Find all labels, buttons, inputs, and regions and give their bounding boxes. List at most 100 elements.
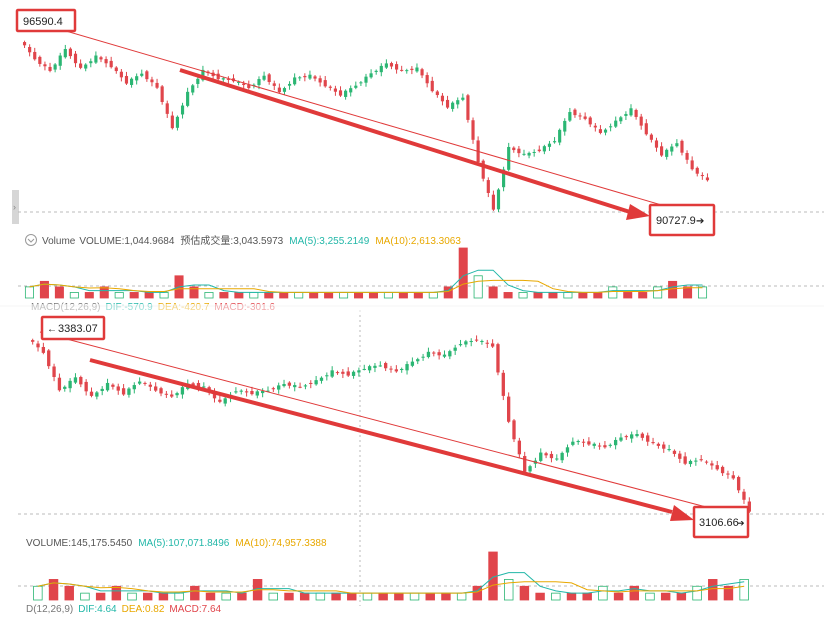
bottom-candle [293, 385, 297, 388]
bottom-volume-bar [441, 592, 451, 601]
bottom-candle [84, 381, 88, 392]
top-candle [247, 84, 251, 89]
bottom-volume-bar [566, 592, 577, 601]
top-candle [639, 116, 643, 126]
bottom-volume-bar [221, 592, 231, 601]
bottom-candle [41, 346, 46, 353]
top-candle [58, 55, 62, 66]
bottom-candle [410, 361, 415, 366]
bottom-candle [624, 436, 628, 438]
bottom-volume-bar [127, 592, 137, 601]
top-candle [394, 64, 399, 70]
top-candle [303, 75, 307, 78]
bottom-volume-bar [315, 592, 326, 601]
bottom-candle [549, 453, 554, 459]
bottom-arrow-head [670, 505, 694, 521]
top-candle [196, 78, 200, 84]
bottom-candle [539, 452, 543, 461]
bottom-candle [544, 453, 548, 456]
top-candle [145, 71, 149, 80]
top-candle [282, 88, 287, 92]
top-candle [374, 70, 378, 72]
bottom-volume-bar [692, 585, 702, 601]
top-candle [451, 102, 455, 109]
top-candle [293, 77, 297, 85]
bottom-volume-bar [158, 592, 169, 601]
bottom-candle [458, 344, 463, 346]
top-candle [670, 146, 674, 152]
bottom-volume-bar [723, 585, 734, 601]
bottom-volume-bar [205, 592, 216, 601]
top-volume-bar [623, 292, 633, 299]
top-volume-bar [354, 292, 364, 299]
bottom-candle [170, 394, 174, 397]
bottom-candle [346, 371, 350, 376]
top-volume-bar [533, 292, 543, 299]
top-candle [272, 83, 276, 86]
top-candle [491, 194, 495, 210]
bottom-candle [683, 456, 687, 464]
bottom-volume-bar [582, 592, 592, 601]
top-candle [22, 42, 27, 46]
top-candle [644, 123, 648, 135]
bottom-candle [378, 365, 382, 367]
top-volume-bar [54, 286, 64, 299]
bottom-candle [68, 380, 72, 389]
bottom-candle [303, 385, 308, 387]
top-candle [578, 115, 582, 117]
bottom-candle [116, 386, 120, 391]
top-candle [38, 56, 42, 64]
bottom-candle [496, 344, 500, 373]
top-volume-bar [638, 292, 648, 299]
top-candle [84, 64, 88, 69]
bottom-candle [528, 466, 532, 472]
top-candle [522, 153, 526, 155]
eye-icon[interactable] [25, 234, 37, 246]
bottom-candle [100, 388, 104, 391]
chevron-down-icon [27, 238, 35, 243]
top-candle [338, 90, 343, 96]
top-volume-bar [413, 292, 423, 299]
top-candle [33, 51, 37, 60]
top-candle [354, 85, 358, 88]
bottom-candle [405, 364, 409, 371]
top-volume-bar [249, 292, 259, 299]
top-candle [252, 84, 256, 86]
scroll-handle[interactable] [12, 190, 19, 224]
top-candle [257, 79, 261, 86]
top-current-price-label: 90727.9 [656, 215, 696, 227]
bottom-candle [726, 473, 730, 475]
bottom-volume-bar [362, 592, 373, 601]
top-volume-bar [443, 286, 453, 299]
top-volume-bar [294, 292, 304, 299]
bottom-candle [266, 390, 270, 392]
top-candle [680, 140, 684, 153]
bottom-candle [613, 439, 618, 446]
top-arrow-head [626, 204, 650, 220]
bottom-candle [223, 398, 227, 404]
bottom-candle [196, 382, 201, 388]
bottom-candle [517, 440, 522, 455]
bottom-candle [581, 441, 586, 443]
bottom-volume-bar [33, 585, 43, 601]
bottom-volume-bar [660, 592, 671, 601]
bottom-volume-bar [394, 592, 404, 601]
bottom-candle [57, 377, 62, 391]
top-volume-bar [339, 292, 349, 299]
bottom-candle [373, 365, 377, 368]
bottom-volume-bar [425, 592, 435, 601]
bottom-volume-bar [331, 592, 341, 601]
top-volume-bar [39, 280, 49, 299]
top-candle [298, 77, 302, 79]
top-candle [603, 129, 608, 133]
bottom-candle [490, 343, 495, 347]
top-volume-ma5-line [29, 269, 703, 293]
bottom-candle [501, 372, 505, 396]
bottom-volume-bar [378, 592, 388, 601]
top-volume-bar [99, 286, 109, 299]
top-candle [695, 167, 699, 174]
top-candle [435, 91, 439, 96]
top-candle [624, 113, 628, 116]
bottom-candle [710, 463, 714, 466]
top-volume-bar [204, 292, 214, 299]
